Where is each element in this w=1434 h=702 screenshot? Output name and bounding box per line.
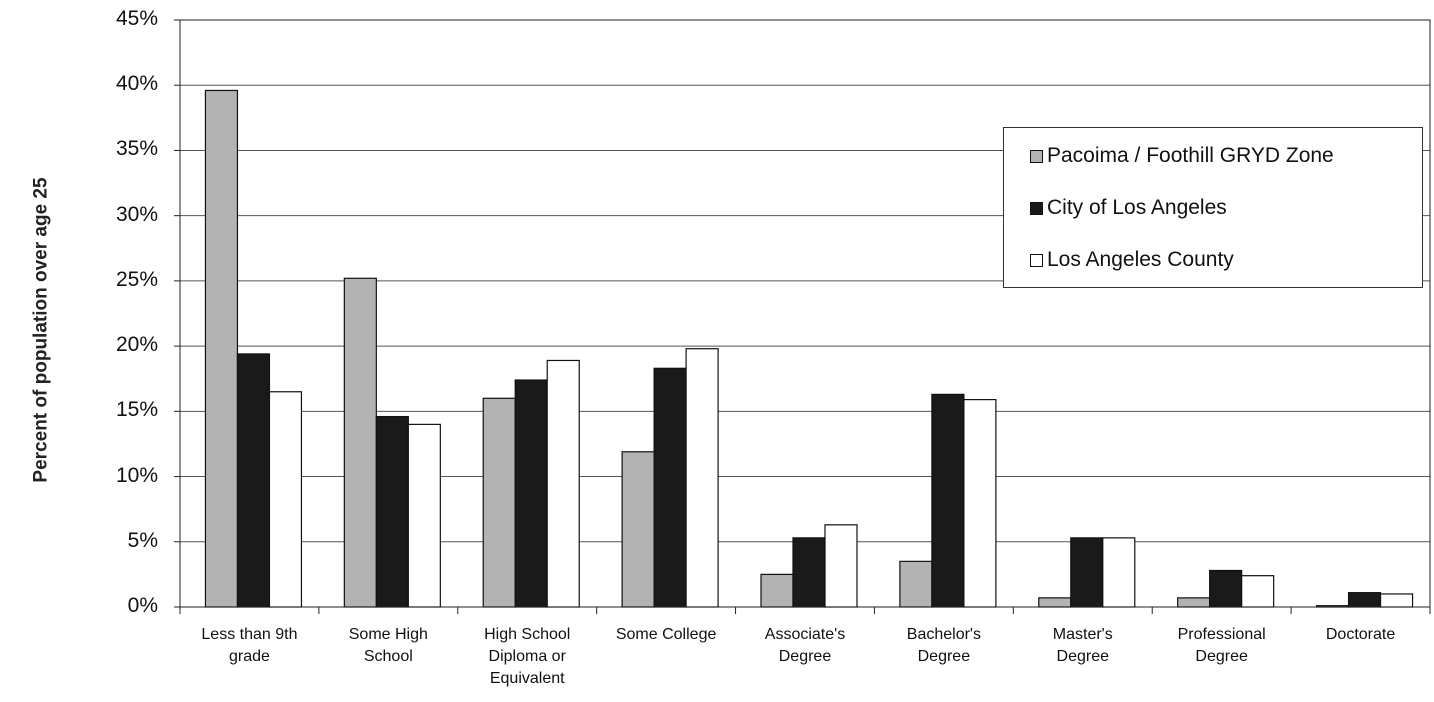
x-category-label-line: grade bbox=[228, 648, 270, 665]
x-category-label-line: Degree bbox=[778, 648, 832, 665]
y-tick-label: 20% bbox=[115, 333, 158, 357]
y-tick-label: 40% bbox=[115, 72, 158, 96]
y-axis-label: Percent of population over age 25 bbox=[31, 177, 52, 483]
y-tick-label: 30% bbox=[115, 202, 158, 226]
x-category-label-line: Some High bbox=[348, 626, 428, 643]
y-tick-label: 25% bbox=[115, 267, 158, 291]
bar-series-0-cat-6 bbox=[1038, 597, 1072, 608]
bars bbox=[204, 89, 1414, 608]
x-category-label: Associate's Degree bbox=[740, 624, 870, 668]
bar-series-1-cat-1 bbox=[375, 415, 409, 608]
bar-series-2-cat-5 bbox=[963, 398, 997, 608]
plot-area-frame bbox=[179, 19, 1431, 608]
legend-item-pacoima: Pacoima / Foothill GRYD Zone bbox=[1030, 144, 1334, 168]
x-category-label-line: Equivalent bbox=[489, 670, 565, 687]
x-category-label-line: Associate's bbox=[764, 626, 846, 643]
x-category-label-line: Professional bbox=[1177, 626, 1266, 643]
legend-item-county: Los Angeles County bbox=[1030, 248, 1234, 272]
bar-series-1-cat-3 bbox=[653, 367, 687, 608]
x-category-label-line: Degree bbox=[1195, 648, 1248, 665]
y-tick-label: 15% bbox=[115, 398, 158, 422]
x-axis-ticks bbox=[179, 607, 1431, 614]
bar-series-2-cat-8 bbox=[1379, 593, 1414, 608]
x-category-label: Some College bbox=[601, 624, 731, 646]
bar-series-0-cat-7 bbox=[1177, 597, 1211, 608]
x-category-label-line: Some College bbox=[615, 626, 717, 643]
x-category-label: Professional Degree bbox=[1157, 624, 1287, 668]
legend-swatch-county bbox=[1030, 253, 1043, 267]
x-category-label-line: Degree bbox=[917, 648, 971, 665]
legend-label-city: City of Los Angeles bbox=[1047, 196, 1227, 219]
x-category-label: Bachelor's Degree bbox=[879, 624, 1009, 668]
bar-series-0-cat-1 bbox=[343, 277, 377, 608]
y-tick-label: 45% bbox=[115, 7, 158, 30]
bar-series-2-cat-3 bbox=[685, 348, 719, 608]
bar-series-1-cat-7 bbox=[1209, 569, 1243, 608]
x-category-label-line: Diploma or bbox=[488, 648, 566, 665]
bar-series-0-cat-4 bbox=[760, 573, 794, 608]
x-category-label-line: Degree bbox=[1056, 648, 1109, 665]
x-category-label-line: Master's bbox=[1052, 626, 1113, 643]
x-category-label-line: High School bbox=[484, 626, 571, 643]
y-axis-label-container: Percent of population over age 25 bbox=[22, 50, 62, 610]
legend-label-pacoima: Pacoima / Foothill GRYD Zone bbox=[1047, 144, 1334, 167]
x-category-label: Some High School bbox=[323, 624, 453, 668]
bar-series-2-cat-2 bbox=[546, 359, 580, 608]
bar-series-0-cat-0 bbox=[204, 89, 239, 608]
bar-series-1-cat-4 bbox=[792, 537, 826, 608]
bar-series-1-cat-8 bbox=[1347, 592, 1382, 608]
bar-series-1-cat-5 bbox=[931, 393, 965, 608]
legend-swatch-city bbox=[1030, 201, 1043, 215]
x-category-label-line: School bbox=[363, 648, 413, 665]
x-category-label: High School Diploma or Equivalent bbox=[462, 624, 592, 690]
bar-series-2-cat-7 bbox=[1241, 575, 1275, 608]
bar-series-0-cat-2 bbox=[482, 397, 516, 608]
y-tick-label: 35% bbox=[115, 137, 158, 161]
y-tick-label: 10% bbox=[115, 463, 158, 487]
legend-swatch-pacoima bbox=[1030, 149, 1043, 163]
x-category-label-line: Less than 9th bbox=[201, 626, 298, 643]
bar-series-2-cat-4 bbox=[824, 524, 858, 608]
y-tick-label: 5% bbox=[127, 528, 158, 552]
x-category-label: Master's Degree bbox=[1018, 624, 1148, 668]
legend-label-county: Los Angeles County bbox=[1047, 248, 1234, 271]
bar-series-2-cat-1 bbox=[407, 423, 441, 608]
bar-series-2-cat-0 bbox=[268, 391, 303, 608]
x-category-label: Less than 9th grade bbox=[184, 624, 314, 668]
bar-series-0-cat-3 bbox=[621, 451, 655, 608]
bar-series-0-cat-5 bbox=[899, 560, 933, 608]
legend-item-city: City of Los Angeles bbox=[1030, 196, 1227, 220]
legend: Pacoima / Foothill GRYD Zone City of Los… bbox=[1003, 127, 1423, 288]
x-category-label-line: Bachelor's bbox=[906, 626, 981, 643]
bar-series-2-cat-6 bbox=[1102, 537, 1136, 608]
x-category-label: Doctorate bbox=[1296, 624, 1426, 646]
y-tick-label: 0% bbox=[127, 594, 158, 617]
bar-series-1-cat-0 bbox=[236, 353, 271, 608]
bar-series-1-cat-6 bbox=[1070, 537, 1104, 608]
bar-series-1-cat-2 bbox=[514, 379, 548, 608]
x-category-label-line: Doctorate bbox=[1325, 626, 1396, 643]
